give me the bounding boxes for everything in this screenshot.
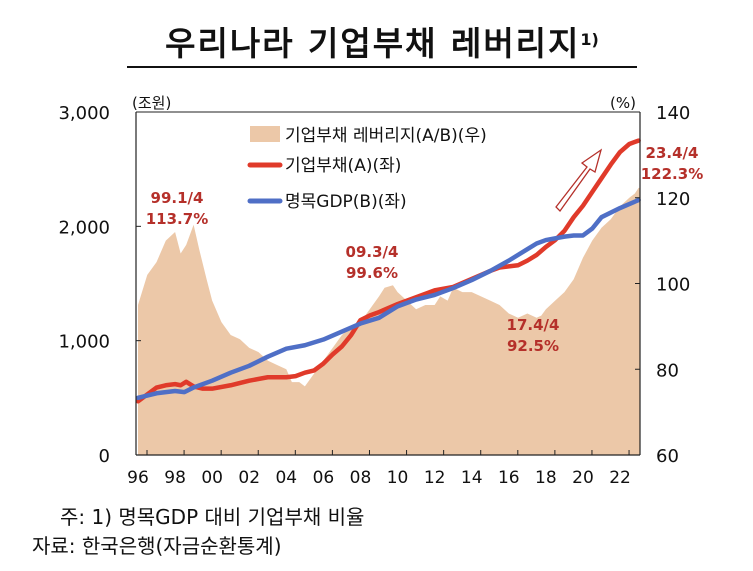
annotation-value: 99.6% (346, 264, 398, 282)
leverage-area (138, 187, 640, 456)
right-tick-label: 120 (656, 189, 690, 210)
x-tick-label: 22 (609, 468, 631, 488)
x-tick-label: 06 (313, 468, 335, 488)
left-tick-label: 0 (99, 446, 110, 467)
annotation-period: 09.3/4 (346, 243, 399, 261)
annotation-period: 17.4/4 (507, 316, 560, 334)
annotation-period: 99.1/4 (151, 189, 204, 207)
annotation-value: 122.3% (641, 165, 703, 183)
x-tick-label: 12 (424, 468, 446, 488)
source-note: 자료: 한국은행(자금순환통계) (32, 534, 282, 558)
x-tick-label: 10 (387, 468, 409, 488)
chart-title: 우리나라 기업부채 레버리지1) (127, 24, 637, 68)
legend-label-debt: 기업부채(A)(좌) (285, 156, 401, 176)
x-tick-label: 16 (498, 468, 520, 488)
x-tick-label: 04 (275, 468, 297, 488)
legend-swatch-leverage (250, 126, 280, 142)
right-tick-label: 60 (656, 446, 679, 467)
annotation-value: 92.5% (507, 337, 559, 355)
right-tick-label: 100 (656, 275, 690, 296)
x-tick-label: 00 (201, 468, 223, 488)
left-tick-label: 3,000 (58, 103, 110, 124)
x-tick-label: 14 (461, 468, 483, 488)
x-tick-label: 02 (238, 468, 260, 488)
left-tick-label: 2,000 (58, 217, 110, 238)
legend-label-gdp: 명목GDP(B)(좌) (285, 192, 407, 212)
x-tick-label: 96 (127, 468, 149, 488)
footnote: 주: 1) 명목GDP 대비 기업부채 비율 (60, 505, 365, 529)
left-tick-label: 1,000 (58, 332, 110, 353)
right-tick-label: 140 (656, 103, 690, 124)
right-axis-unit: (%) (610, 94, 636, 112)
title-footnote-mark: 1) (580, 30, 599, 49)
x-tick-label: 18 (535, 468, 557, 488)
annotation-value: 113.7% (146, 210, 208, 228)
x-tick-label: 20 (572, 468, 594, 488)
trend-arrow-icon (555, 148, 603, 213)
nominal-gdp-line (135, 197, 641, 401)
right-tick-label: 80 (656, 360, 679, 381)
x-tick-label: 08 (350, 468, 372, 488)
legend-label-leverage: 기업부채 레버리지(A/B)(우) (285, 126, 487, 146)
annotation-period: 23.4/4 (646, 144, 699, 162)
x-tick-label: 98 (164, 468, 186, 488)
left-axis-unit: (조원) (132, 94, 171, 112)
